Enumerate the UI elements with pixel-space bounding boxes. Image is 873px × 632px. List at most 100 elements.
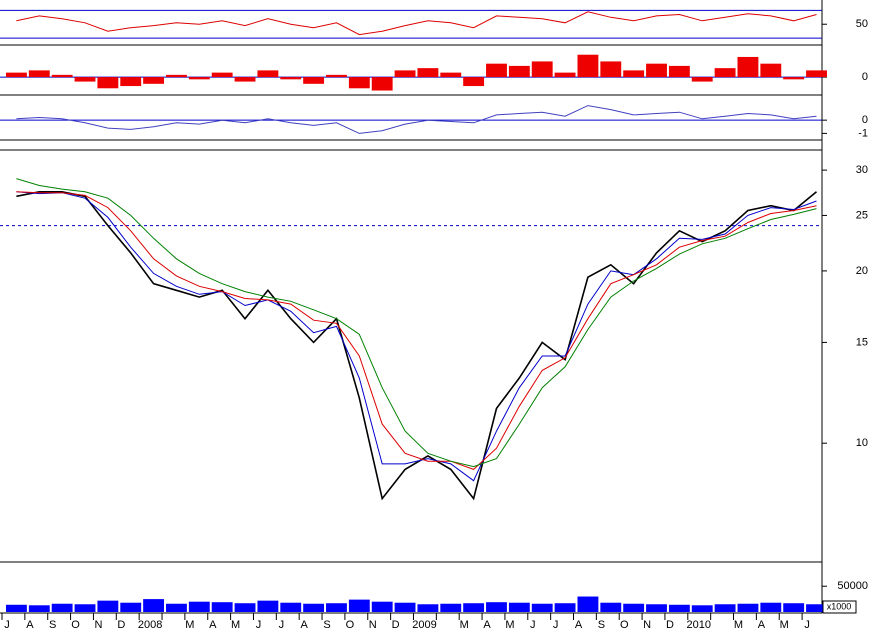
- x-tick-label: M: [185, 619, 194, 631]
- bar: [303, 77, 325, 84]
- x-tick-label: J: [804, 619, 810, 631]
- bar: [531, 61, 553, 78]
- x-tick-label: J: [553, 619, 559, 631]
- x-tick-label: A: [209, 619, 217, 631]
- x-tick-label: S: [598, 619, 605, 631]
- bar: [531, 603, 553, 612]
- bar: [51, 74, 73, 78]
- bar: [6, 72, 27, 78]
- bar: [257, 70, 279, 78]
- bar: [326, 74, 347, 78]
- bar: [440, 72, 462, 78]
- x-tick-label: A: [301, 619, 309, 631]
- bar: [211, 602, 233, 612]
- bar: [623, 70, 645, 78]
- series-line: [16, 11, 817, 36]
- bar: [28, 70, 50, 78]
- bar: [257, 600, 279, 612]
- bar: [188, 601, 210, 612]
- x-tick-label: J: [256, 619, 262, 631]
- bar: [51, 603, 73, 612]
- bar: [234, 77, 256, 82]
- bar: [97, 77, 119, 89]
- x-tick-label: N: [94, 619, 102, 631]
- bar: [440, 603, 462, 612]
- bar: [623, 603, 645, 612]
- x-tick-label: J: [279, 619, 285, 631]
- bar: [371, 77, 393, 91]
- series-line: [16, 178, 817, 468]
- bar: [74, 77, 96, 82]
- x-tick-label: D: [117, 619, 125, 631]
- bar: [463, 77, 485, 87]
- bar: [166, 603, 187, 612]
- bar: [783, 603, 805, 612]
- bar: [120, 602, 142, 612]
- unit-label-box: [822, 600, 857, 614]
- bar: [600, 602, 622, 612]
- bar: [211, 72, 233, 78]
- bar: [760, 63, 782, 78]
- x-tick-label: N: [643, 619, 651, 631]
- bar: [143, 77, 165, 84]
- x-tick-label: D: [392, 619, 400, 631]
- bar: [120, 77, 142, 87]
- bar: [691, 605, 713, 612]
- x-tick-label: A: [483, 619, 491, 631]
- y-tick-label: -1: [858, 127, 868, 139]
- x-tick-label: J: [4, 619, 10, 631]
- y-tick-label: 0: [862, 71, 868, 83]
- series-line: [16, 191, 817, 482]
- x-tick-label: S: [49, 619, 56, 631]
- bar: [166, 74, 187, 78]
- bar: [97, 600, 119, 612]
- y-tick-label: 50: [856, 18, 868, 30]
- bar: [303, 603, 325, 612]
- bar: [783, 77, 805, 80]
- bar: [417, 68, 439, 78]
- bar: [646, 604, 667, 612]
- x-tick-label: O: [620, 619, 629, 631]
- bar: [6, 604, 27, 612]
- bar: [577, 54, 599, 78]
- x-tick-label: A: [26, 619, 34, 631]
- bar: [646, 63, 667, 78]
- y-tick-label: 15: [856, 336, 868, 348]
- x-tick-label: O: [346, 619, 355, 631]
- x-tick-label: A: [758, 619, 766, 631]
- x-tick-label: 2010: [687, 619, 711, 631]
- bar: [760, 602, 782, 612]
- bar: [417, 604, 439, 612]
- bar: [28, 605, 50, 612]
- bar: [806, 70, 827, 78]
- series-line: [16, 105, 817, 134]
- y-tick-label: 20: [856, 265, 868, 277]
- bar: [486, 63, 507, 78]
- bar: [394, 70, 416, 78]
- bar: [280, 77, 302, 80]
- bar: [280, 602, 302, 612]
- series-line: [16, 191, 817, 470]
- bar: [737, 603, 759, 612]
- bar: [806, 604, 827, 612]
- x-tick-label: 2008: [138, 619, 162, 631]
- bar: [714, 68, 736, 78]
- bar: [600, 61, 622, 78]
- x-tick-label: M: [231, 619, 240, 631]
- bar: [486, 602, 507, 612]
- bar: [554, 603, 576, 612]
- y-tick-label: 25: [856, 209, 868, 221]
- x-tick-label: M: [780, 619, 789, 631]
- x-tick-label: S: [323, 619, 330, 631]
- x-tick-label: M: [505, 619, 514, 631]
- bar: [737, 56, 759, 78]
- x-tick-label: A: [575, 619, 583, 631]
- y-tick-label: 0: [862, 114, 868, 126]
- y-tick-label: 10: [856, 437, 868, 449]
- bar: [394, 602, 416, 612]
- x-tick-label: M: [460, 619, 469, 631]
- x-tick-label: O: [71, 619, 80, 631]
- bar: [714, 604, 736, 612]
